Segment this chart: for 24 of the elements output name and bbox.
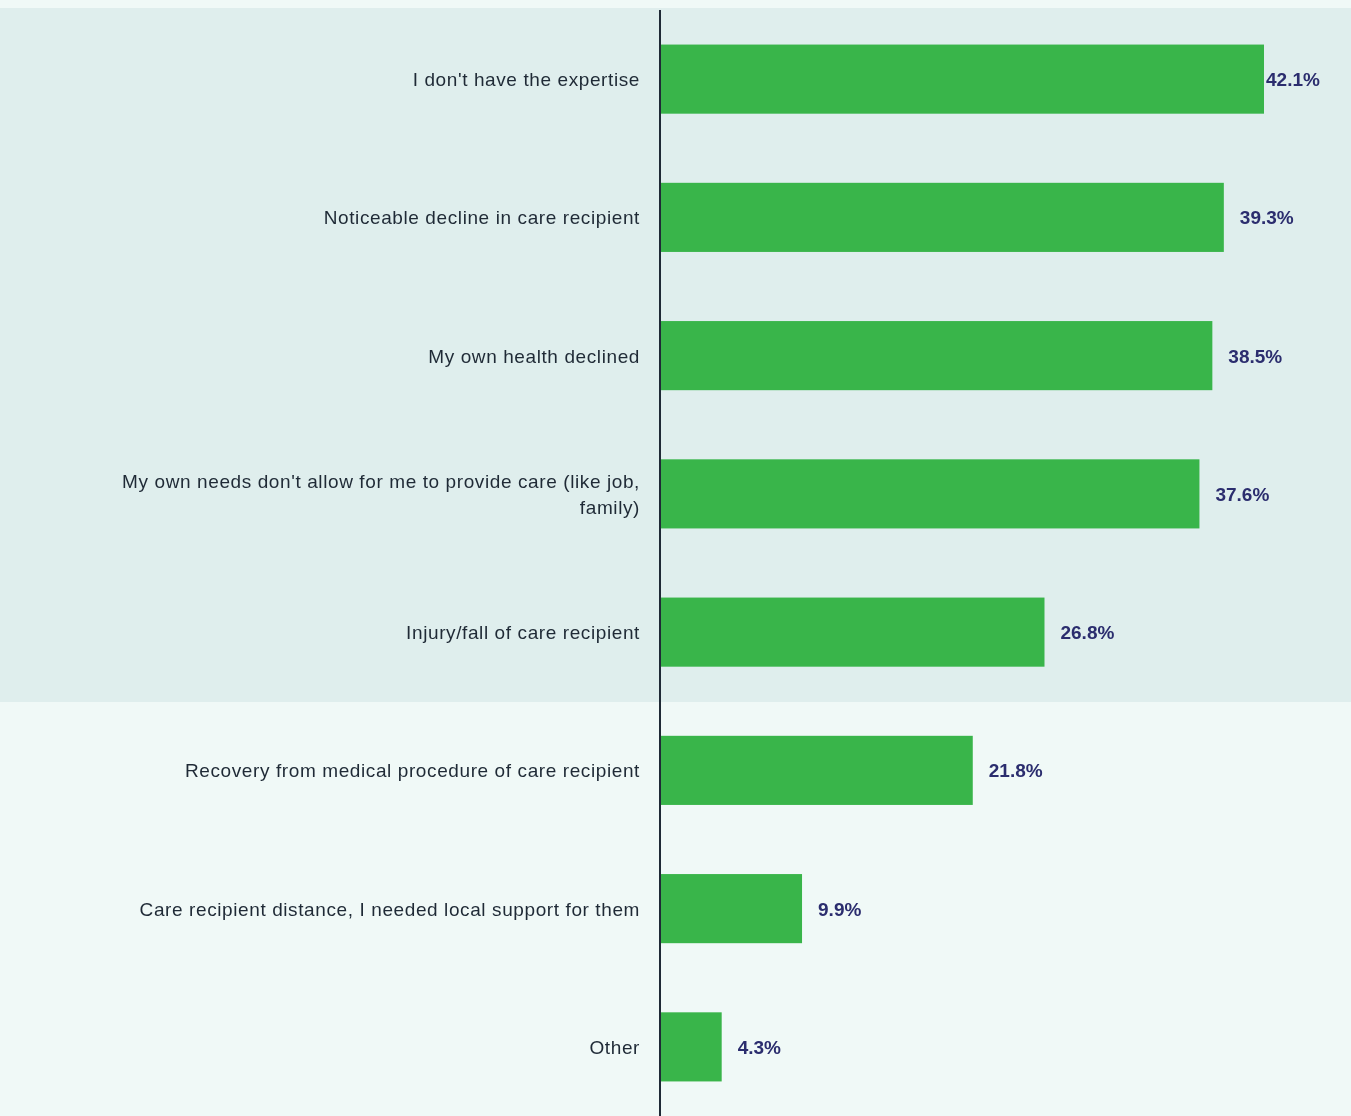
bar [660, 1012, 722, 1082]
y-tick-label: My own health declined [428, 345, 640, 367]
data-label: 26.8% [1060, 622, 1115, 644]
data-label: 39.3% [1239, 207, 1294, 229]
y-tick-label: Noticeable decline in care recipient [323, 207, 641, 229]
bar [660, 44, 1264, 114]
bar [660, 597, 1045, 667]
bar [660, 735, 973, 805]
data-label: 9.9% [818, 898, 862, 920]
bar [660, 182, 1224, 252]
data-label: 4.3% [737, 1036, 782, 1058]
bar [660, 874, 803, 944]
data-label: 38.5% [1228, 345, 1283, 367]
y-tick-label: Care recipient distance, I needed local support for them [139, 898, 640, 920]
y-tick-label: I don't have the expertise [412, 69, 640, 91]
y-tick-label: Injury/fall of care recipient [406, 622, 641, 644]
bar [660, 459, 1200, 529]
data-label: 37.6% [1215, 483, 1270, 505]
data-label: 21.8% [988, 760, 1043, 782]
y-tick-label: Recovery from medical procedure of care recipient [185, 760, 641, 782]
bar [660, 321, 1213, 391]
y-tick-label: Other [589, 1036, 641, 1058]
y-tick-label: My own needs don't allow for me to provide care (like job, family) [122, 470, 640, 518]
data-label: 42.1% [1266, 69, 1320, 91]
